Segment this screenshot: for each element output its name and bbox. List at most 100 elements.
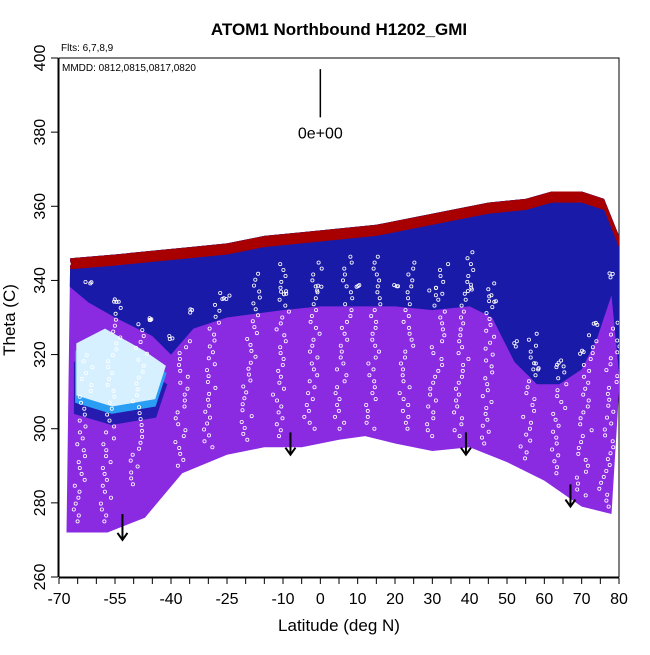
sample-dot <box>242 425 247 430</box>
sample-dot <box>314 308 319 313</box>
sample-dot <box>406 414 411 419</box>
sample-dot <box>554 441 559 446</box>
sample-dot <box>591 321 596 326</box>
sample-dot <box>484 358 489 363</box>
sample-dot <box>452 410 457 415</box>
sample-dot <box>277 297 282 302</box>
sample-dot <box>218 290 223 295</box>
sample-dot <box>135 387 140 392</box>
sample-dot <box>602 427 607 432</box>
sample-dot <box>176 362 181 367</box>
sample-dot <box>608 362 613 367</box>
sample-dot <box>575 487 580 492</box>
sample-dot <box>100 483 105 488</box>
arrow-head <box>116 532 129 542</box>
sample-dot <box>281 292 286 297</box>
sample-dot <box>615 374 619 379</box>
sample-dot <box>276 368 281 373</box>
sample-dot <box>490 305 495 310</box>
sample-dot <box>485 388 490 393</box>
sample-dot <box>337 426 342 431</box>
sample-dot <box>604 498 609 503</box>
sample-dot <box>610 439 615 444</box>
sample-dot <box>374 272 379 277</box>
sample-dot <box>206 433 211 438</box>
sample-dot <box>469 287 474 292</box>
sample-dot <box>77 489 82 494</box>
sample-dot <box>461 321 466 326</box>
sample-dot <box>276 410 281 415</box>
sample-dot <box>356 283 361 288</box>
sample-dot <box>76 495 81 500</box>
sample-dot <box>611 445 616 450</box>
sample-dot <box>581 362 586 367</box>
sample-dot <box>270 392 275 397</box>
band-dark-red <box>70 191 619 403</box>
sample-dot <box>559 358 564 363</box>
sample-dot <box>343 302 348 307</box>
sample-dot <box>113 317 118 322</box>
sample-dot <box>605 391 610 396</box>
sample-dot <box>425 422 430 427</box>
sample-dot <box>455 404 460 409</box>
sample-dot <box>580 434 585 439</box>
sample-dot <box>603 433 608 438</box>
sample-dot <box>306 391 311 396</box>
sample-dot <box>139 422 144 427</box>
sample-dot <box>484 311 489 316</box>
sample-dot <box>617 344 619 349</box>
sample-dot <box>576 451 581 456</box>
south-pocket-light <box>76 328 166 407</box>
sample-dot <box>311 302 316 307</box>
sample-dot <box>470 250 475 255</box>
sample-dot <box>185 374 190 379</box>
sample-dot <box>136 446 141 451</box>
x-tick-label: 20 <box>386 591 404 608</box>
sample-dot <box>315 288 320 293</box>
sample-dot <box>406 402 411 407</box>
sample-dot <box>371 367 376 372</box>
sample-dot <box>556 423 561 428</box>
sample-dot <box>484 405 489 410</box>
sample-dot <box>140 369 145 374</box>
sample-dot <box>110 353 115 358</box>
sample-dot <box>276 434 281 439</box>
sample-dot <box>107 418 112 423</box>
sample-dot <box>277 380 282 385</box>
sample-dot <box>441 279 446 284</box>
sample-dot <box>112 323 117 328</box>
sample-dot <box>79 400 84 405</box>
sample-dot <box>430 434 435 439</box>
sample-dot <box>66 261 71 266</box>
sample-dot <box>248 378 253 383</box>
sample-dot <box>185 386 190 391</box>
sample-dot <box>244 390 249 395</box>
sample-dot <box>274 398 279 403</box>
sample-dot <box>206 374 211 379</box>
sample-dot <box>372 260 377 265</box>
sample-dot <box>278 285 283 290</box>
sample-dot <box>81 359 86 364</box>
sample-dot <box>533 373 538 378</box>
arrow-head <box>284 447 297 457</box>
sample-dot <box>610 271 615 276</box>
sample-dot <box>440 339 445 344</box>
sample-dot <box>102 519 107 524</box>
sample-dot <box>590 345 595 350</box>
sample-dot <box>446 262 451 267</box>
sample-dot <box>364 402 369 407</box>
sample-dot <box>282 333 287 338</box>
sample-dot <box>604 468 609 473</box>
sample-dot <box>436 368 441 373</box>
y-tick-label: 280 <box>32 489 49 516</box>
sample-dot <box>177 356 182 361</box>
sample-dot <box>578 416 583 421</box>
sample-dot <box>128 458 133 463</box>
sample-dot <box>71 507 76 512</box>
x-tick-label: 40 <box>461 591 479 608</box>
y-tick-label: 380 <box>32 119 49 146</box>
x-tick-label: 30 <box>423 591 441 608</box>
sample-dot <box>526 337 531 342</box>
sample-dot <box>556 376 561 381</box>
sample-dot <box>111 436 116 441</box>
